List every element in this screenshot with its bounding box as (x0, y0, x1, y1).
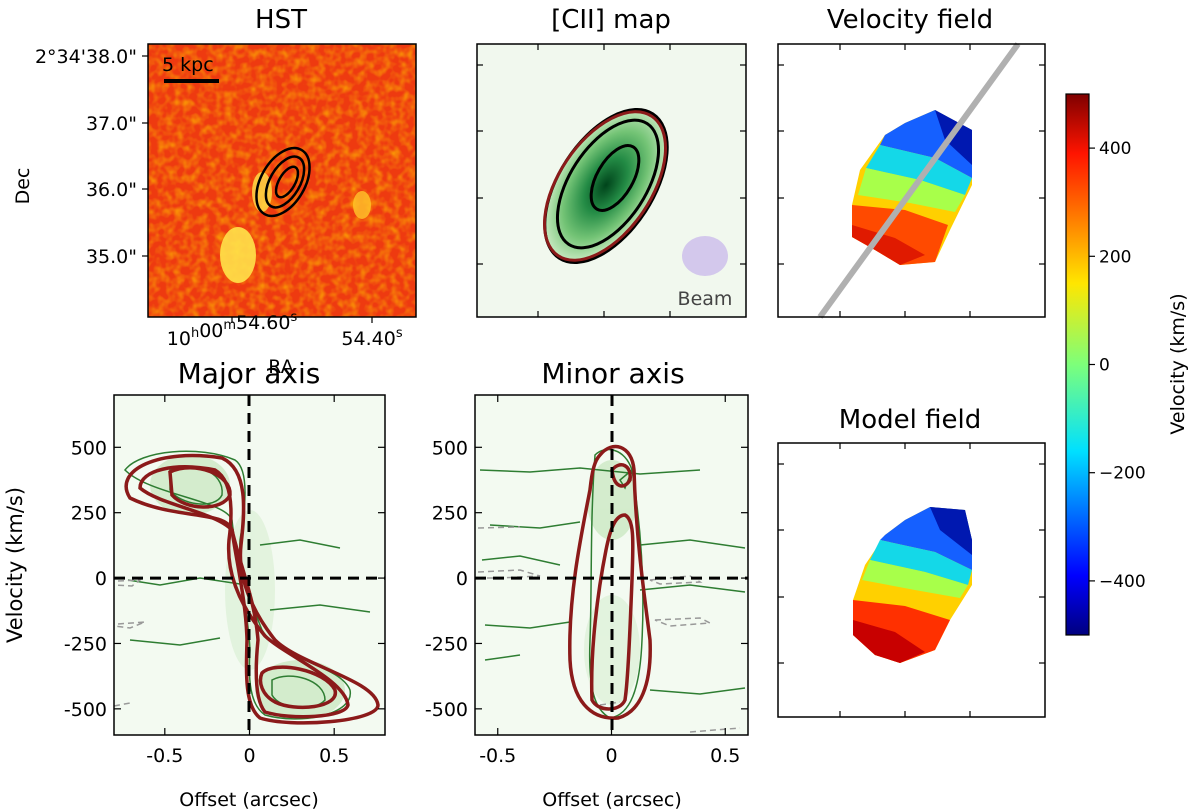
colorbar-tick-label: 0 (1099, 356, 1110, 376)
hst-xtick-1: 54.40s (341, 326, 402, 350)
pv-minor-ytick-label: 500 (432, 437, 468, 459)
pv-major-xtick-label: -0.5 (146, 745, 183, 767)
pv-minor-ytick-label: -500 (425, 699, 468, 721)
colorbar-tick-label: 400 (1099, 139, 1131, 159)
pv-minor-panel: Minor axis (425, 357, 749, 811)
pv-major-model-contours (124, 453, 380, 725)
model-field-panel: Model field (777, 405, 1046, 718)
hst-title: HST (255, 5, 307, 35)
hst-ytick-0: 2°34'38.0" (35, 46, 137, 68)
colorbar-tick-label: −400 (1099, 572, 1146, 592)
hst-ylabel: Dec (12, 168, 34, 205)
velocity-field-title: Velocity field (827, 5, 993, 35)
pv-minor-ytick-label: 250 (432, 503, 468, 525)
hst-right-blob (353, 191, 371, 219)
pv-major-negative-contours (113, 579, 146, 707)
pv-minor-ytick-label: 0 (456, 568, 468, 590)
colorbar-tick-label: −200 (1099, 464, 1146, 484)
hst-xtick-0: 10h00m54.60s (167, 310, 298, 350)
pv-major-title: Major axis (178, 357, 321, 390)
pv-major-xtick-label: 0 (243, 745, 255, 767)
model-field-frame (777, 442, 1046, 718)
pv-major-ytick-label: 500 (71, 437, 107, 459)
colorbar-ticks: 400 200 0 −200 −400 (1089, 139, 1146, 592)
pv-minor-xtick-label: 0 (605, 745, 617, 767)
pv-major-ytick-label: 0 (95, 568, 107, 590)
pv-major-ytick-label: -250 (64, 633, 107, 655)
hst-contours (255, 146, 311, 218)
velocity-field-ticks (778, 44, 1045, 317)
pv-major-ytick-label: 250 (71, 503, 107, 525)
cii-model-contour (542, 110, 668, 262)
model-field-map (853, 507, 972, 663)
pv-minor-frame (474, 394, 749, 736)
pv-minor-xtick-label: -0.5 (479, 745, 516, 767)
cii-title: [CII] map (551, 5, 671, 35)
hst-ticks (142, 55, 373, 323)
hst-ytick-1: 37.0" (86, 113, 137, 135)
pv-minor-model-contours (568, 444, 652, 720)
colorbar: 400 200 0 −200 −400 Velocity (km/s) (1065, 93, 1189, 636)
hst-panel: HST 5 kpc 2°34'38.0" 37.0" 36.0" 35.0" 1… (12, 5, 417, 378)
cii-beam-label: Beam (678, 288, 733, 310)
pv-major-ylabel: Velocity (km/s) (3, 487, 27, 643)
cii-beam (682, 236, 728, 276)
cii-ticks (477, 44, 746, 317)
colorbar-tick-label: 200 (1099, 247, 1131, 267)
pv-major-ytick-label: -500 (64, 699, 107, 721)
velocity-field-frame (777, 43, 1046, 318)
hst-xlabel: RA (268, 356, 293, 378)
pv-major-frame (113, 394, 386, 736)
colorbar-label: Velocity (km/s) (1167, 293, 1189, 434)
pv-minor-xtick-label: 0.5 (710, 745, 740, 767)
model-field-ticks (778, 443, 1045, 717)
velocity-field-panel: Velocity field (777, 5, 1046, 319)
pv-major-xlabel: Offset (arcsec) (179, 789, 318, 811)
pv-major-axis-marks: 500 250 0 -250 -500 -0.5 0 0.5 (64, 395, 385, 767)
hst-scale-label: 5 kpc (162, 54, 214, 76)
hst-bright-blob (220, 227, 256, 283)
hst-ytick-3: 35.0" (86, 246, 137, 268)
model-field-title: Model field (839, 405, 981, 435)
colorbar-gradient (1065, 93, 1090, 636)
velocity-field-major-axis-line (817, 42, 1021, 319)
cii-frame (476, 43, 747, 318)
hst-ytick-2: 36.0" (86, 179, 137, 201)
pv-minor-title: Minor axis (541, 357, 684, 390)
hst-noise (148, 44, 416, 317)
pv-major-xtick-label: 0.5 (319, 745, 349, 767)
hst-frame (147, 43, 417, 318)
pv-minor-negative-contours (477, 526, 741, 733)
pv-minor-xlabel: Offset (arcsec) (542, 789, 681, 811)
cii-panel: [CII] map Beam (476, 5, 747, 318)
pv-minor-data-contours (479, 448, 746, 719)
pv-minor-ytick-label: -250 (425, 633, 468, 655)
pv-minor-axis-marks: 500 250 0 -250 -500 -0.5 0 0.5 (425, 395, 748, 767)
